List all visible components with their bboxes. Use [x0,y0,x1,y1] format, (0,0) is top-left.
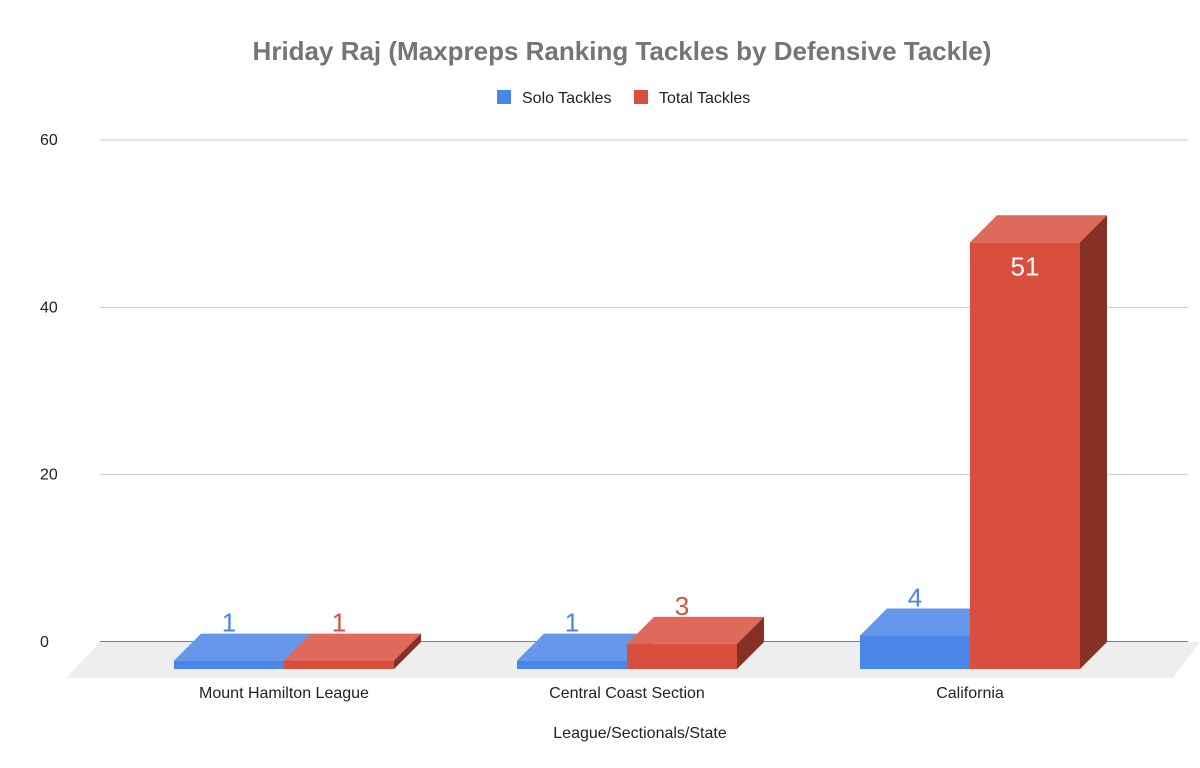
legend-swatch-total-tackles [634,90,648,104]
x-axis-title: League/Sectionals/State [553,725,727,742]
bar-side-face [394,633,421,669]
legend-label-total-tackles: Total Tackles [659,90,750,107]
bar-top-face [517,633,654,661]
bar-front-face [860,635,970,669]
bar-side-face [737,616,764,669]
data-label-total-tackles-mount-hamilton-league: 1 [332,608,346,638]
bar-total-tackles-mount-hamilton-league [284,633,421,669]
bar-total-tackles-california [970,215,1107,670]
x-tick-label-california: California [936,685,1004,702]
bar-top-face [627,616,764,644]
bars [174,215,1107,670]
bar-front-face [517,660,627,669]
bar-front-face [627,643,737,669]
x-axis-ticks: Mount Hamilton League Central Coast Secti… [199,685,1004,702]
bar-solo-tackles-california [860,608,997,669]
data-label-solo-tackles-california: 4 [908,583,922,613]
legend-label-solo-tackles: Solo Tackles [522,90,612,107]
data-label-total-tackles-central-coast-section: 3 [675,591,689,621]
data-label-total-tackles-california: 51 [1011,251,1040,281]
bar-front-face [970,242,1080,670]
y-tick-label-40: 40 [40,299,58,316]
bar-top-face [860,608,997,636]
y-tick-label-20: 20 [40,467,58,484]
x-tick-label-central-coast-section: Central Coast Section [549,685,705,702]
bar-side-face [1080,215,1107,670]
bar-top-face [284,633,421,661]
bar-total-tackles-central-coast-section [627,616,764,669]
legend-swatch-solo-tackles [497,90,511,104]
bar-front-face [284,660,394,669]
data-label-solo-tackles-central-coast-section: 1 [565,608,579,638]
x-tick-label-mount-hamilton-league: Mount Hamilton League [199,685,369,702]
bar-front-face [174,660,284,669]
bar-top-face [174,633,311,661]
y-tick-label-0: 0 [40,634,49,651]
y-tick-label-60: 60 [40,132,58,149]
chart-title: Hriday Raj (Maxpreps Ranking Tackles by … [253,36,992,66]
data-labels: 1 1 1 3 4 51 [222,251,1040,637]
bar-top-face [970,215,1107,243]
legend: Solo Tackles Total Tackles [497,90,750,107]
data-label-solo-tackles-mount-hamilton-league: 1 [222,608,236,638]
y-axis-ticks: 0 20 40 60 [40,132,58,651]
